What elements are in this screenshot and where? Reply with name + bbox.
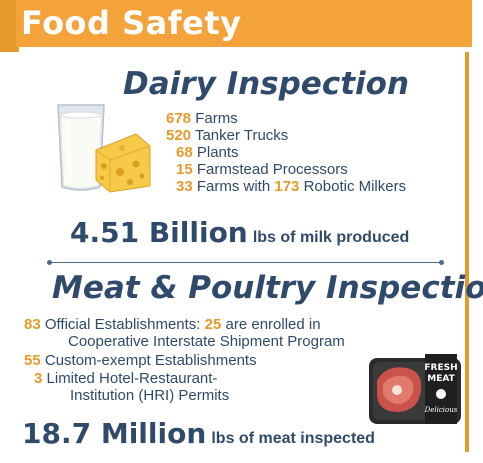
list-item: 83 Official Establishments: 25 are enrol… (24, 316, 321, 333)
cheese-icon (95, 133, 151, 193)
package-text-line2: MEAT (427, 374, 455, 384)
package-text-line1: FRESH (424, 363, 457, 373)
divider-dot-right (439, 260, 444, 265)
list-item: 15 Farmstead Processors (176, 161, 348, 178)
section-divider (50, 262, 442, 263)
list-item: 678 Farms (166, 110, 238, 127)
milk-total: 4.51 Billion lbs of milk produced (70, 216, 409, 249)
meat-package-icon: FRESH MEAT Delicious (369, 354, 461, 424)
list-item: 520 Tanker Trucks (166, 127, 289, 144)
right-border (465, 52, 469, 452)
list-item-continuation: Institution (HRI) Permits (70, 387, 230, 404)
milk-total-value: 4.51 Billion (70, 216, 248, 249)
list-item-continuation: Cooperative Interstate Shipment Program (68, 333, 345, 350)
list-item: 68 Plants (176, 144, 239, 161)
header-banner: Food Safety (0, 0, 472, 52)
list-item: 55 Custom-exempt Establishments (24, 352, 257, 369)
divider-dot-left (47, 260, 52, 265)
package-brand: Delicious (424, 406, 458, 414)
meat-total-value: 18.7 Million (22, 417, 207, 450)
meat-section-title: Meat & Poultry Inspection (52, 270, 483, 306)
milk-total-unit: lbs of milk produced (252, 229, 410, 246)
milk-glass-icon (57, 104, 105, 191)
dairy-section-title: Dairy Inspection (123, 66, 410, 102)
header-underline (19, 47, 472, 52)
page-title: Food Safety (21, 4, 242, 42)
list-item: 3 Limited Hotel-Restaurant- (34, 370, 218, 387)
meat-total: 18.7 Million lbs of meat inspected (22, 417, 375, 450)
list-item: 33 Farms with 173 Robotic Milkers (176, 178, 407, 195)
meat-total-unit: lbs of meat inspected (211, 430, 375, 447)
header-fill (16, 0, 472, 47)
